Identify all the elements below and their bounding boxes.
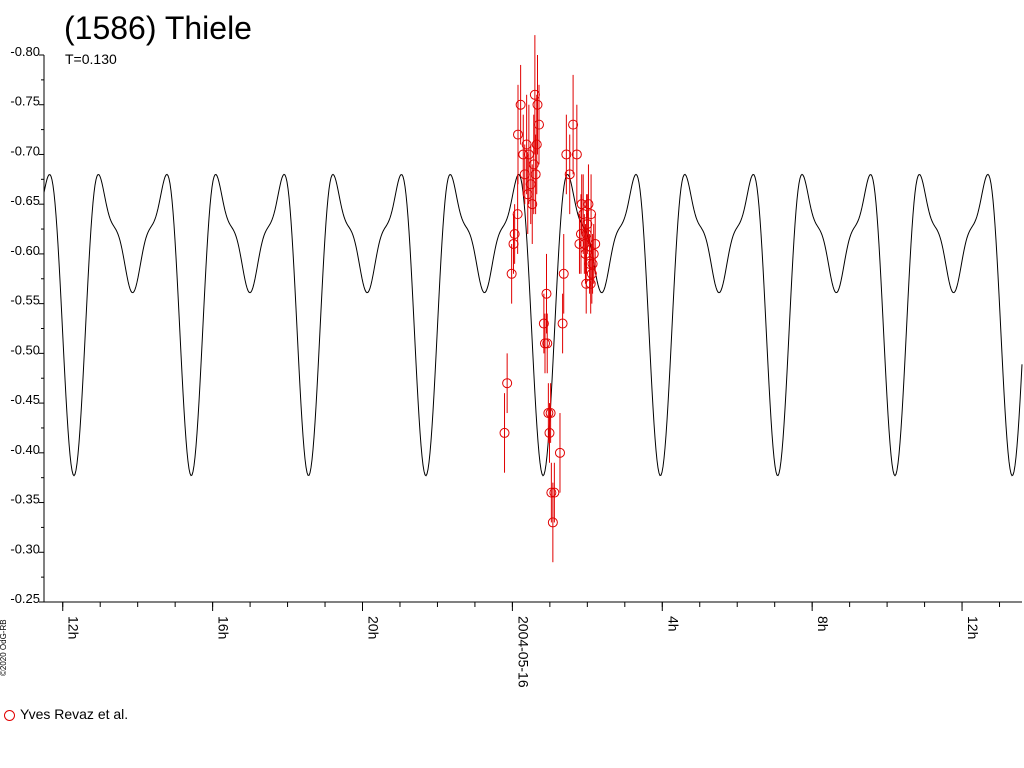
x-tick-label: 16h bbox=[216, 616, 232, 639]
data-point bbox=[576, 199, 587, 210]
data-point bbox=[508, 238, 519, 249]
data-point bbox=[581, 278, 592, 289]
y-tick-label: -0.55 bbox=[10, 293, 40, 308]
data-point bbox=[518, 149, 529, 160]
chart-subtitle: T=0.130 bbox=[65, 51, 117, 67]
legend-marker-icon bbox=[4, 709, 15, 721]
data-point bbox=[584, 258, 595, 269]
x-tick-label: 2004-05-16 bbox=[515, 616, 531, 688]
data-point bbox=[539, 338, 550, 349]
data-point bbox=[586, 268, 597, 279]
model-curve-layer bbox=[43, 173, 1023, 477]
data-point bbox=[549, 487, 560, 498]
data-point bbox=[590, 238, 601, 249]
y-tick-label: -0.65 bbox=[10, 193, 40, 208]
data-point bbox=[525, 179, 536, 190]
x-tick-label: 4h bbox=[665, 616, 681, 632]
data-point bbox=[574, 238, 585, 249]
data-point bbox=[513, 129, 524, 140]
data-point bbox=[499, 427, 510, 438]
data-point bbox=[523, 149, 534, 160]
y-tick-label: -0.25 bbox=[10, 591, 40, 606]
data-point bbox=[541, 288, 552, 299]
data-point bbox=[582, 219, 593, 230]
data-point bbox=[578, 209, 589, 220]
data-point bbox=[557, 318, 568, 329]
y-tick-label: -0.35 bbox=[10, 492, 40, 507]
data-point bbox=[515, 99, 526, 110]
data-point bbox=[568, 119, 579, 130]
y-tick-label: -0.30 bbox=[10, 541, 40, 556]
data-point bbox=[530, 169, 541, 180]
data-point bbox=[575, 229, 586, 240]
data-point bbox=[581, 229, 592, 240]
x-tick-label: 8h bbox=[815, 616, 831, 632]
data-point bbox=[531, 139, 542, 150]
data-point bbox=[547, 517, 558, 528]
data-point bbox=[558, 268, 569, 279]
legend-label: Yves Revaz et al. bbox=[20, 706, 129, 722]
y-tick-label: -0.40 bbox=[10, 442, 40, 457]
data-point bbox=[561, 149, 572, 160]
data-point bbox=[583, 199, 594, 210]
data-point bbox=[588, 248, 599, 259]
data-point bbox=[519, 169, 530, 180]
data-point bbox=[509, 229, 520, 240]
data-point bbox=[506, 268, 517, 279]
data-point bbox=[564, 169, 575, 180]
chart-title: (1586) Thiele bbox=[64, 10, 252, 46]
data-points-layer bbox=[499, 35, 601, 563]
data-point bbox=[546, 487, 557, 498]
x-tick-label: 12h bbox=[66, 616, 82, 639]
data-point bbox=[527, 199, 538, 210]
data-point bbox=[529, 89, 540, 100]
data-point bbox=[533, 119, 544, 130]
y-tick-label: -0.60 bbox=[10, 243, 40, 258]
data-point bbox=[545, 408, 556, 419]
chart-axes: -0.80 -0.75 -0.70 -0.65 -0.60 -0.55 -0.50 -0.45… bbox=[10, 44, 1022, 688]
data-point bbox=[521, 139, 532, 150]
data-point bbox=[571, 149, 582, 160]
model-lightcurve bbox=[43, 173, 1023, 477]
data-point bbox=[586, 209, 597, 220]
legend: Yves Revaz et al. bbox=[4, 706, 128, 722]
y-tick-label: -0.70 bbox=[10, 143, 40, 158]
y-tick-label: -0.80 bbox=[10, 44, 40, 59]
data-point bbox=[522, 189, 533, 200]
data-point bbox=[544, 427, 555, 438]
data-point bbox=[502, 378, 513, 389]
data-point bbox=[585, 278, 596, 289]
data-point bbox=[532, 99, 543, 110]
y-tick-label: -0.45 bbox=[10, 392, 40, 407]
y-tick-label: -0.50 bbox=[10, 342, 40, 357]
data-point bbox=[543, 408, 554, 419]
data-point bbox=[579, 238, 590, 249]
data-point bbox=[538, 318, 549, 329]
x-tick-label: 20h bbox=[366, 616, 382, 639]
data-point bbox=[587, 258, 598, 269]
x-tick-label: 12h bbox=[965, 616, 981, 639]
y-tick-label: -0.75 bbox=[10, 94, 40, 109]
data-point bbox=[580, 248, 591, 259]
copyright-note: ©2020 OdG-RB bbox=[0, 619, 8, 676]
data-point bbox=[512, 209, 523, 220]
data-point bbox=[528, 159, 539, 170]
data-point bbox=[542, 338, 553, 349]
data-point bbox=[554, 447, 565, 458]
